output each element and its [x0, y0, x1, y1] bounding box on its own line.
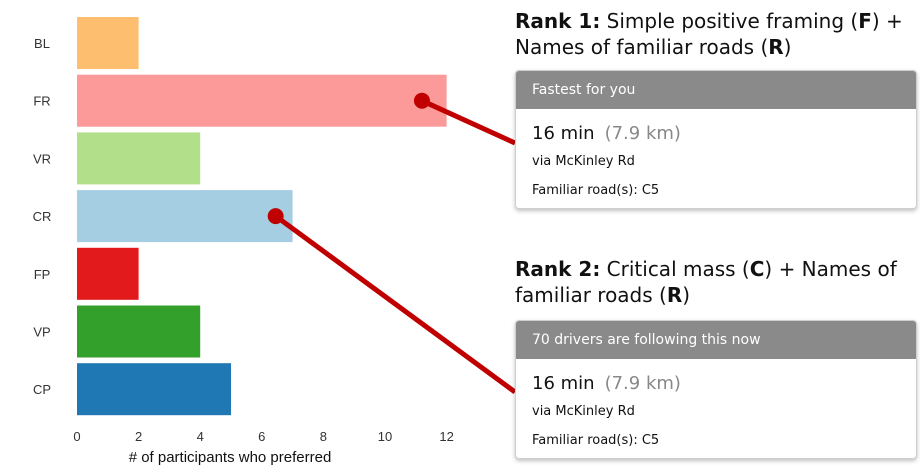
rank-2-label: Rank 2: [515, 257, 601, 281]
route-distance: (7.9 km) [604, 373, 681, 394]
rank-2-title-line2: familiar roads ( [515, 283, 667, 307]
x-tick-label-2: 2 [135, 429, 142, 444]
familiar-roads: Familiar road(s): C5 [532, 433, 660, 448]
bar-cp [77, 363, 231, 416]
rank-1-title-end: ) [783, 35, 792, 59]
route-card-rank-2: 70 drivers are following this now 16 min… [515, 320, 917, 459]
bar-vp [77, 305, 201, 358]
rank-1-title-line2: Names of familiar roads ( [515, 35, 769, 59]
y-tick-label-fp: FP [34, 267, 51, 282]
card-body: 16 min (7.9 km) via McKinley Rd Familiar … [516, 109, 916, 208]
y-tick-label-vp: VP [33, 325, 50, 340]
rank-1-label: Rank 1: [515, 9, 601, 33]
route-via: via McKinley Rd [532, 154, 635, 169]
x-tick-label-6: 6 [258, 429, 265, 444]
bar-fr [77, 74, 447, 127]
route-card-rank-1: Fastest for you 16 min (7.9 km) via McKin… [515, 70, 917, 209]
route-via: via McKinley Rd [532, 404, 635, 419]
rank-1-title: Rank 1: Simple positive framing (F) + Nam… [515, 8, 903, 60]
bar-fp [77, 247, 139, 300]
x-axis-label: # of participants who preferred [129, 449, 332, 466]
route-time: 16 min [532, 123, 595, 144]
rank-2-title-end: ) [682, 283, 691, 307]
x-tick-label-4: 4 [197, 429, 204, 444]
rank-1-title-text: Simple positive framing ( [600, 9, 859, 33]
preference-bar-chart: BL FR VR CR FP VP CP 0 2 4 6 8 10 12 # of participants… [33, 17, 454, 466]
y-tick-label-fr: FR [33, 94, 50, 109]
y-tick-label-cp: CP [33, 382, 51, 397]
rank-2-code-r: R [666, 283, 683, 307]
card-body: 16 min (7.9 km) via McKinley Rd Familiar … [516, 359, 916, 458]
card-header-critical-mass: 70 drivers are following this now [516, 321, 916, 359]
card-header-fastest: Fastest for you [516, 71, 916, 109]
x-tick-label-0: 0 [73, 429, 80, 444]
rank-2-title-mid: ) + Names of [764, 257, 897, 281]
route-time-row: 16 min (7.9 km) [532, 373, 900, 394]
x-tick-label-8: 8 [320, 429, 327, 444]
route-time: 16 min [532, 373, 595, 394]
rank-2-title: Rank 2: Critical mass (C) + Names of fami… [515, 256, 897, 308]
rank-1-code-f: F [858, 9, 872, 33]
route-distance: (7.9 km) [604, 123, 681, 144]
y-tick-label-cr: CR [33, 209, 52, 224]
route-time-row: 16 min (7.9 km) [532, 123, 900, 144]
rank-2-title-text: Critical mass ( [600, 257, 750, 281]
bar-bl [77, 17, 139, 69]
y-tick-label-vr: VR [33, 151, 51, 166]
y-tick-label-bl: BL [34, 36, 50, 51]
familiar-roads: Familiar road(s): C5 [532, 183, 660, 198]
x-tick-label-10: 10 [378, 429, 392, 444]
rank-2-code-c: C [749, 257, 765, 281]
bar-cr [77, 190, 293, 243]
bar-vr [77, 132, 201, 185]
x-tick-label-12: 12 [439, 429, 453, 444]
rank-1-code-r: R [768, 35, 784, 59]
rank-1-title-mid: ) + [871, 9, 903, 33]
